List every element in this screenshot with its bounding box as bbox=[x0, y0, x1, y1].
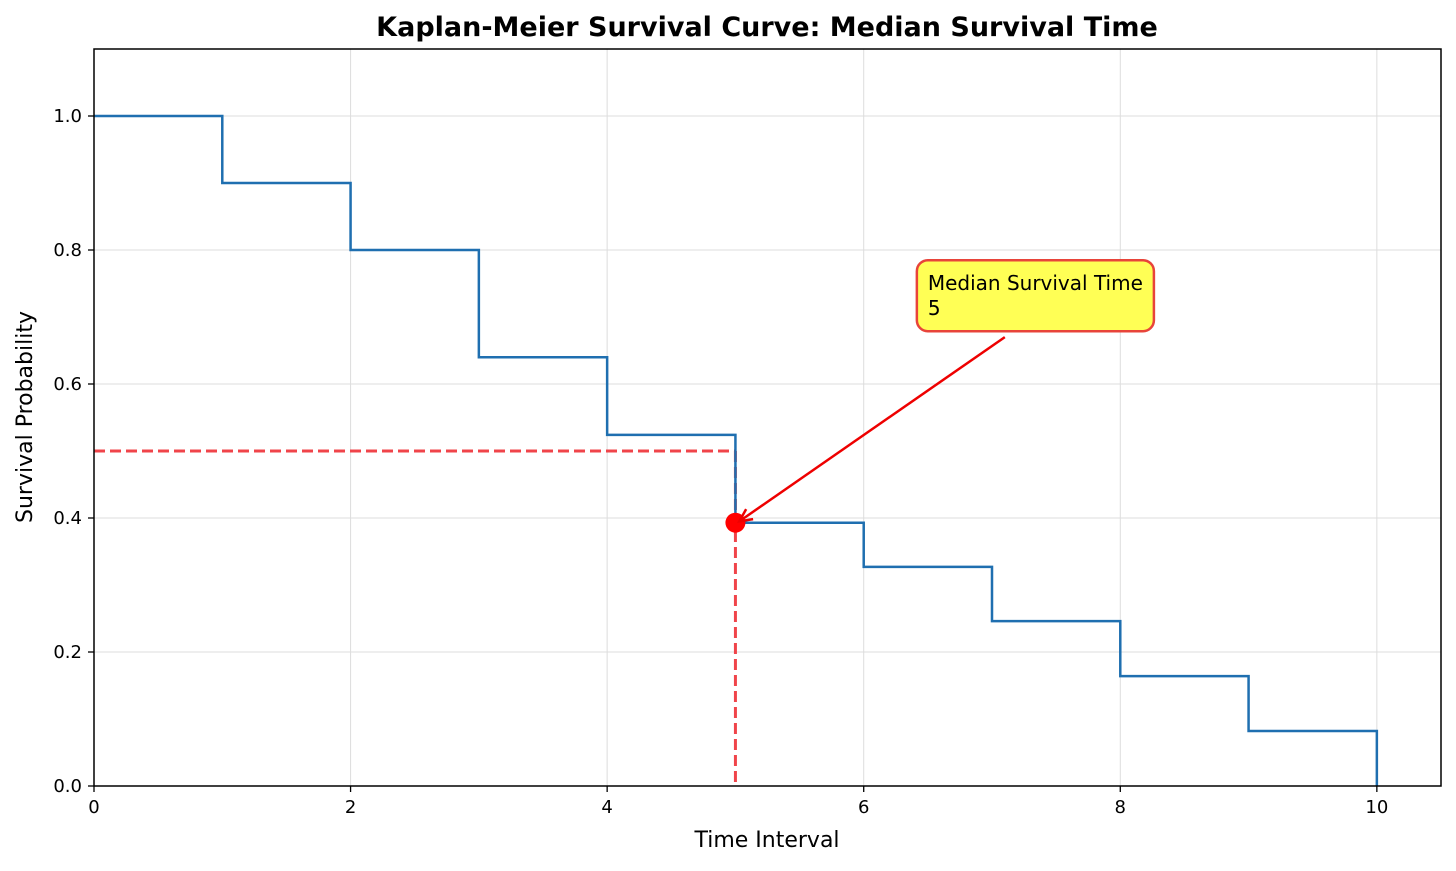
x-axis-label: Time Interval bbox=[693, 828, 839, 853]
plot-frame bbox=[93, 48, 1442, 787]
annotation-text-line: 5 bbox=[928, 296, 941, 320]
x-tick-label: 4 bbox=[601, 797, 612, 818]
y-axis-label: Survival Probability bbox=[13, 311, 38, 523]
x-tick-label: 0 bbox=[88, 797, 99, 818]
annotation-arrowhead bbox=[736, 508, 754, 523]
x-tick-label: 8 bbox=[1115, 797, 1126, 818]
annotation-arrow bbox=[738, 336, 1006, 523]
y-tick-label: 0.8 bbox=[53, 240, 82, 261]
y-tick-label: 0.4 bbox=[53, 508, 82, 529]
x-tick-label: 6 bbox=[858, 797, 869, 818]
y-tick-label: 1.0 bbox=[53, 106, 82, 127]
axis-ticks: 0 2 4 6 8 10 0.0 0.2 0.4 0.6 0.8 1.0 bbox=[53, 106, 1388, 818]
y-tick-label: 0.0 bbox=[53, 776, 82, 797]
annotation-text-line: Median Survival Time bbox=[928, 271, 1143, 295]
annotation-box bbox=[915, 258, 1156, 333]
x-tick-label: 2 bbox=[345, 797, 356, 818]
x-tick-label: 10 bbox=[1365, 797, 1388, 818]
reference-lines bbox=[94, 449, 737, 786]
y-tick-label: 0.6 bbox=[53, 374, 82, 395]
chart-title: Kaplan-Meier Survival Curve: Median Surv… bbox=[376, 12, 1158, 43]
y-tick-label: 0.2 bbox=[53, 642, 82, 663]
